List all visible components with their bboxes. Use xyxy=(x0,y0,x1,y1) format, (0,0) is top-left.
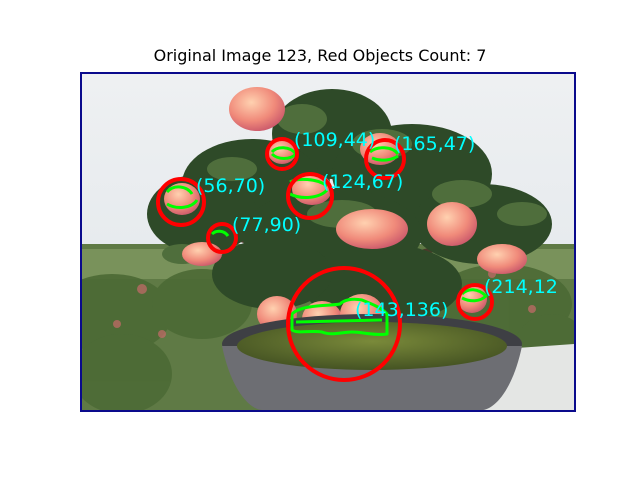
apple-tree-photo: (109,44) (165,47) (56,70) (124,67) (77,9… xyxy=(82,74,574,410)
coord-label: (77,90) xyxy=(232,214,301,236)
detection-circle xyxy=(265,137,299,171)
image-frame: (109,44) (165,47) (56,70) (124,67) (77,9… xyxy=(80,72,576,412)
red-circles xyxy=(156,137,494,382)
detection-circle xyxy=(286,172,334,220)
detection-circle xyxy=(456,283,494,321)
coord-label: (165,47) xyxy=(394,133,475,155)
coord-label: (214,12 xyxy=(484,276,558,298)
figure-title: Original Image 123, Red Objects Count: 7 xyxy=(153,46,487,65)
detection-circle xyxy=(156,177,206,227)
coord-label: (56,70) xyxy=(196,175,265,197)
coord-label: (124,67) xyxy=(322,171,403,193)
coord-label: (143,136) xyxy=(355,299,448,321)
moss xyxy=(237,322,507,370)
detection-circle xyxy=(364,138,406,180)
detection-circle xyxy=(286,266,402,382)
coord-label: (109,44) xyxy=(294,129,375,151)
detection-circle xyxy=(206,222,238,254)
coordinate-labels: (109,44) (165,47) (56,70) (124,67) (77,9… xyxy=(196,129,558,321)
